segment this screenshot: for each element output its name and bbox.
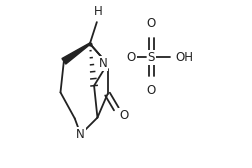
Text: N: N (76, 128, 85, 141)
Text: O: O (147, 17, 156, 30)
Polygon shape (62, 43, 90, 64)
Text: O: O (147, 84, 156, 97)
Text: S: S (147, 51, 155, 64)
Text: O: O (119, 109, 129, 122)
Text: OH: OH (176, 51, 194, 64)
Text: N: N (99, 57, 108, 70)
Text: H: H (94, 5, 103, 18)
Text: O: O (127, 51, 136, 64)
